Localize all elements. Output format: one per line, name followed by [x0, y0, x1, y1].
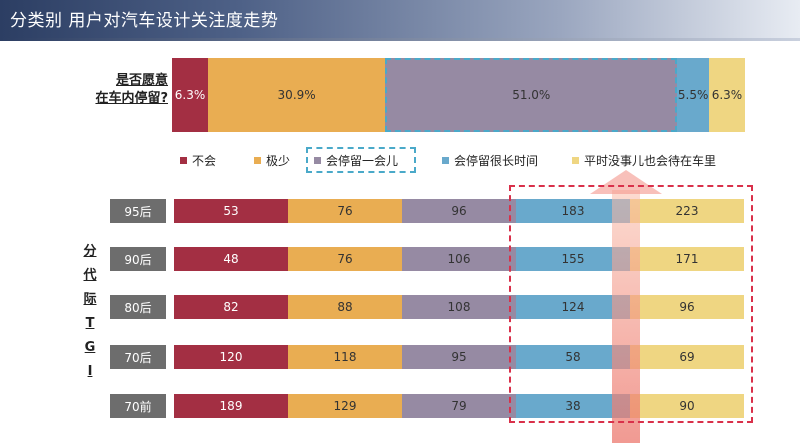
- trend-arrow-icon: [590, 170, 662, 194]
- question-line-2: 在车内停留?: [95, 91, 168, 106]
- generation-bar-segment: 82: [174, 295, 288, 319]
- top-bar-segment: 30.9%: [208, 58, 386, 132]
- legend-swatch: [314, 156, 321, 164]
- generation-label: 80后: [110, 295, 166, 319]
- highlight-box: [509, 185, 753, 423]
- group-label-char: 际: [83, 292, 97, 307]
- top-bar-segment: 6.3%: [172, 58, 209, 132]
- generation-bar-segment: 223: [630, 199, 744, 223]
- legend-label: 不会: [192, 153, 217, 168]
- generation-bar-segment: 96: [402, 199, 516, 223]
- group-label-char: I: [87, 364, 93, 379]
- legend-label: 会停留很长时间: [454, 153, 539, 168]
- legend-item: 不会: [180, 150, 216, 170]
- generation-group-label: 分 代 际 T G I: [83, 240, 97, 384]
- page-title: 分类别 用户对汽车设计关注度走势: [10, 11, 279, 31]
- generation-bar-segment: 129: [288, 394, 402, 418]
- generation-bar-segment: 90: [630, 394, 744, 418]
- generation-bar-segment: 95: [402, 345, 516, 369]
- generation-bar-segment: 118: [288, 345, 402, 369]
- generation-label: 70前: [110, 394, 166, 418]
- legend-item: 会停留一会儿: [314, 150, 398, 170]
- generation-bar-segment: 189: [174, 394, 288, 418]
- generation-bar-segment: 171: [630, 247, 744, 271]
- generation-bar-segment: 106: [402, 247, 516, 271]
- generation-bar-segment: 88: [288, 295, 402, 319]
- group-label-char: G: [84, 340, 96, 355]
- generation-label: 95后: [110, 199, 166, 223]
- top-bar-segment: 51.0%: [385, 58, 678, 132]
- trend-arrow-shaft: [612, 190, 640, 443]
- top-bar-segment: 5.5%: [677, 58, 709, 132]
- title-underline: [0, 38, 800, 41]
- question-label: 是否愿意 在车内停留?: [72, 72, 168, 108]
- generation-bar-segment: 79: [402, 394, 516, 418]
- generation-label: 90后: [110, 247, 166, 271]
- top-bar-segment: 6.3%: [708, 58, 745, 132]
- generation-bar-segment: 183: [516, 199, 630, 223]
- generation-bar-segment: 76: [288, 247, 402, 271]
- legend-label: 平时没事儿也会待在车里: [584, 153, 717, 168]
- legend-swatch: [254, 156, 261, 164]
- group-label-char: 代: [83, 268, 97, 283]
- legend-swatch: [442, 156, 449, 164]
- group-label-char: 分: [83, 244, 97, 259]
- generation-bar-segment: 58: [516, 345, 630, 369]
- question-line-1: 是否愿意: [115, 73, 168, 88]
- generation-bar-segment: 96: [630, 295, 744, 319]
- legend-item: 极少: [254, 150, 290, 170]
- generation-bar-segment: 76: [288, 199, 402, 223]
- generation-bar-segment: 124: [516, 295, 630, 319]
- chart-legend: 不会 极少 会停留一会儿 会停留很长时间 平时没事儿也会待在车里: [180, 147, 760, 173]
- generation-bar-segment: 53: [174, 199, 288, 223]
- title-banner: 分类别 用户对汽车设计关注度走势: [0, 0, 800, 38]
- legend-item: 会停留很长时间: [442, 150, 538, 170]
- generation-bar-segment: 120: [174, 345, 288, 369]
- generation-bar-segment: 48: [174, 247, 288, 271]
- group-label-char: T: [85, 316, 95, 331]
- legend-swatch: [572, 156, 579, 164]
- legend-label: 会停留一会儿: [326, 153, 399, 168]
- legend-item: 平时没事儿也会待在车里: [572, 150, 716, 170]
- generation-bar-segment: 108: [402, 295, 516, 319]
- generation-label: 70后: [110, 345, 166, 369]
- generation-bar-segment: 155: [516, 247, 630, 271]
- generation-bar-segment: 69: [630, 345, 744, 369]
- legend-label: 极少: [266, 153, 291, 168]
- generation-bar-segment: 38: [516, 394, 630, 418]
- legend-swatch: [180, 156, 187, 164]
- legend-highlight-box: [306, 147, 416, 173]
